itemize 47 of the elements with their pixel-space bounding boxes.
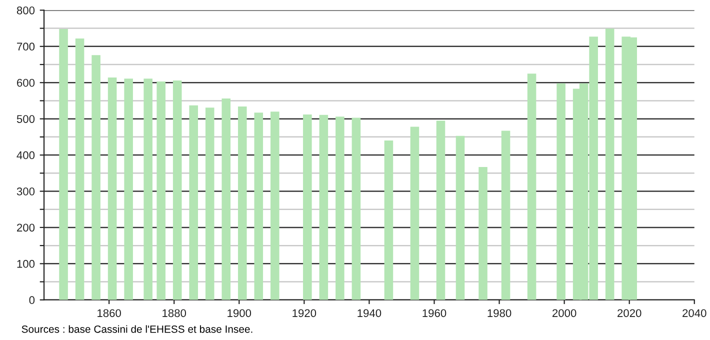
bar (410, 126, 420, 300)
y-tick-label: 600 (17, 78, 35, 87)
x-tick-label: 2040 (682, 309, 706, 318)
y-tick-label: 0 (29, 296, 35, 304)
bar (238, 106, 247, 300)
bar (124, 78, 133, 300)
x-tick-label: 1940 (358, 309, 382, 318)
y-tick-label: 200 (17, 224, 35, 232)
bar (384, 140, 394, 300)
bar (456, 136, 465, 300)
y-tick-label: 400 (16, 151, 35, 160)
source-note: Sources : base Cassini de l'EHESS et base Insee. (22, 325, 252, 333)
y-tick-label: 700 (17, 42, 35, 51)
bar (556, 83, 566, 300)
bar (501, 130, 510, 300)
bar (436, 120, 446, 300)
bar (605, 28, 614, 300)
bar (189, 105, 198, 300)
bar (319, 114, 328, 300)
bar (478, 166, 488, 300)
x-tick-label: 1960 (422, 309, 446, 318)
bar (352, 118, 361, 300)
bar (527, 74, 536, 300)
y-tick-label: 800 (16, 6, 35, 14)
bar (75, 38, 84, 300)
x-tick-label: 1860 (98, 309, 121, 318)
y-tick-label: 300 (16, 188, 35, 196)
y-tick-label: 500 (16, 115, 35, 123)
bar (222, 98, 231, 300)
x-tick-label: 1900 (228, 309, 252, 318)
bar (172, 80, 182, 300)
bar (303, 114, 312, 300)
bar (336, 116, 344, 300)
bar (108, 78, 117, 300)
bar (92, 55, 100, 300)
bar (156, 82, 166, 300)
bar (270, 112, 280, 300)
x-tick-label: 1980 (488, 309, 512, 318)
bar (59, 29, 68, 300)
x-tick-label: 2000 (552, 309, 576, 318)
bar (205, 108, 214, 300)
x-tick-label: 2020 (618, 309, 642, 318)
bar (254, 112, 264, 300)
bar (144, 78, 152, 300)
y-tick-label: 100 (17, 260, 35, 268)
x-tick-label: 1880 (162, 309, 186, 318)
x-tick-label: 1920 (292, 309, 316, 318)
